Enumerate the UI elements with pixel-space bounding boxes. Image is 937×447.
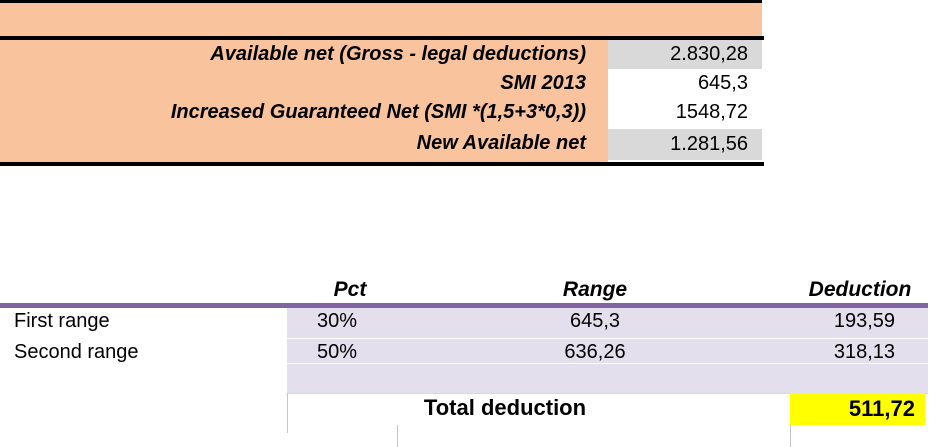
first-range-name: First range bbox=[14, 310, 110, 332]
first-range-deduction[interactable]: 193,59 bbox=[833, 310, 895, 332]
available-net-value[interactable]: 2.830,28 bbox=[608, 40, 762, 69]
first-range-range[interactable]: 645,3 bbox=[569, 310, 621, 332]
column-gridline bbox=[790, 425, 791, 447]
total-deduction-value[interactable]: 511,72 bbox=[790, 393, 925, 425]
increased-guaranteed-net-label: Increased Guaranteed Net (SMI *(1,5+3*0,… bbox=[170, 101, 586, 123]
range-header: Range bbox=[562, 278, 628, 301]
row-divider bbox=[287, 363, 928, 364]
column-gridline bbox=[397, 425, 398, 447]
deductions-body-background bbox=[287, 308, 928, 393]
available-net-label: Available net (Gross - legal deductions) bbox=[210, 43, 586, 65]
column-gridline bbox=[287, 393, 288, 433]
first-range-pct[interactable]: 30% bbox=[317, 310, 358, 332]
summary-label-column bbox=[0, 40, 608, 162]
table-header-border bbox=[0, 303, 928, 308]
second-range-name: Second range bbox=[14, 341, 139, 363]
smi-label: SMI 2013 bbox=[500, 72, 586, 94]
total-deduction-label: Total deduction bbox=[423, 395, 587, 420]
second-range-range[interactable]: 636,26 bbox=[564, 341, 626, 363]
summary-top-border bbox=[0, 36, 764, 40]
new-available-net-label: New Available net bbox=[416, 132, 586, 154]
smi-value[interactable]: 645,3 bbox=[608, 69, 762, 98]
deduction-header: Deduction bbox=[808, 278, 912, 301]
second-range-deduction[interactable]: 318,13 bbox=[833, 341, 895, 363]
pct-header: Pct bbox=[333, 278, 367, 301]
increased-guaranteed-net-value[interactable]: 1548,72 bbox=[608, 98, 762, 127]
second-range-pct[interactable]: 50% bbox=[317, 341, 358, 363]
summary-bottom-border bbox=[0, 162, 764, 166]
new-available-net-value[interactable]: 1.281,56 bbox=[608, 129, 762, 160]
row-divider bbox=[287, 338, 928, 339]
summary-header-band bbox=[0, 0, 762, 36]
total-row-divider bbox=[287, 393, 928, 394]
